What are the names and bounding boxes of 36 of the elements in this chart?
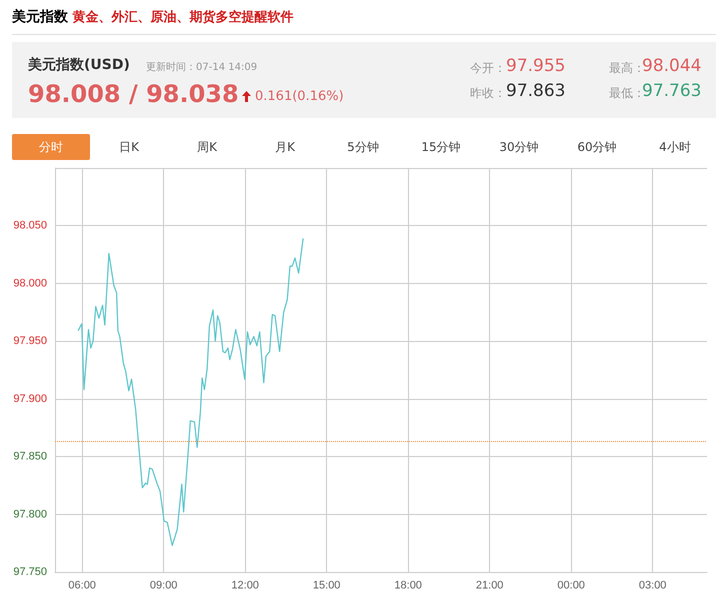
x-tick-label: 12:00 xyxy=(231,580,259,592)
y-tick-label: 97.850 xyxy=(13,450,47,463)
x-tick-label: 15:00 xyxy=(312,580,340,592)
text: 今开： xyxy=(470,60,506,77)
text: 97.955 xyxy=(506,56,566,76)
text: 日K xyxy=(118,139,140,156)
text: 更新时间：07-14 14:09 xyxy=(146,60,258,74)
x-tick-label: 09:00 xyxy=(150,580,178,592)
text: 97.863 xyxy=(506,81,566,101)
x-tick-label: 06:00 xyxy=(68,580,96,592)
text: 4小时 xyxy=(658,139,692,156)
text: 30分钟 xyxy=(498,139,540,156)
text: 98.008 / 98.038 xyxy=(28,80,239,108)
y-tick-label: 97.800 xyxy=(13,508,47,520)
text: 15分钟 xyxy=(420,139,462,156)
x-tick-label: 03:00 xyxy=(638,580,666,592)
text: 60分钟 xyxy=(576,139,618,156)
y-tick-label: 98.050 xyxy=(13,220,47,232)
text: 97.763 xyxy=(642,81,702,101)
text: 昨收： xyxy=(470,85,506,102)
y-tick-label: 97.950 xyxy=(13,335,47,348)
text: 月K xyxy=(274,139,296,156)
y-tick-label: 98.000 xyxy=(13,277,47,290)
text: 98.044 xyxy=(642,56,702,76)
text: 分时 xyxy=(12,134,90,160)
chart-subtitle: 黄金、外汇、原油、期货多空提醒软件 xyxy=(72,10,294,25)
text: 美元指数(USD) xyxy=(28,56,130,74)
x-tick-label: 00:00 xyxy=(557,580,585,592)
y-tick-label: 97.900 xyxy=(13,392,47,405)
x-tick-label: 18:00 xyxy=(394,580,422,592)
text: 5分钟 xyxy=(346,139,380,156)
y-tick-label: 97.750 xyxy=(13,566,47,578)
text: 周K xyxy=(196,139,218,156)
chart-title: 美元指数 xyxy=(12,9,68,25)
x-tick-label: 21:00 xyxy=(476,580,504,592)
text: 0.161(0.16%) xyxy=(255,89,344,104)
